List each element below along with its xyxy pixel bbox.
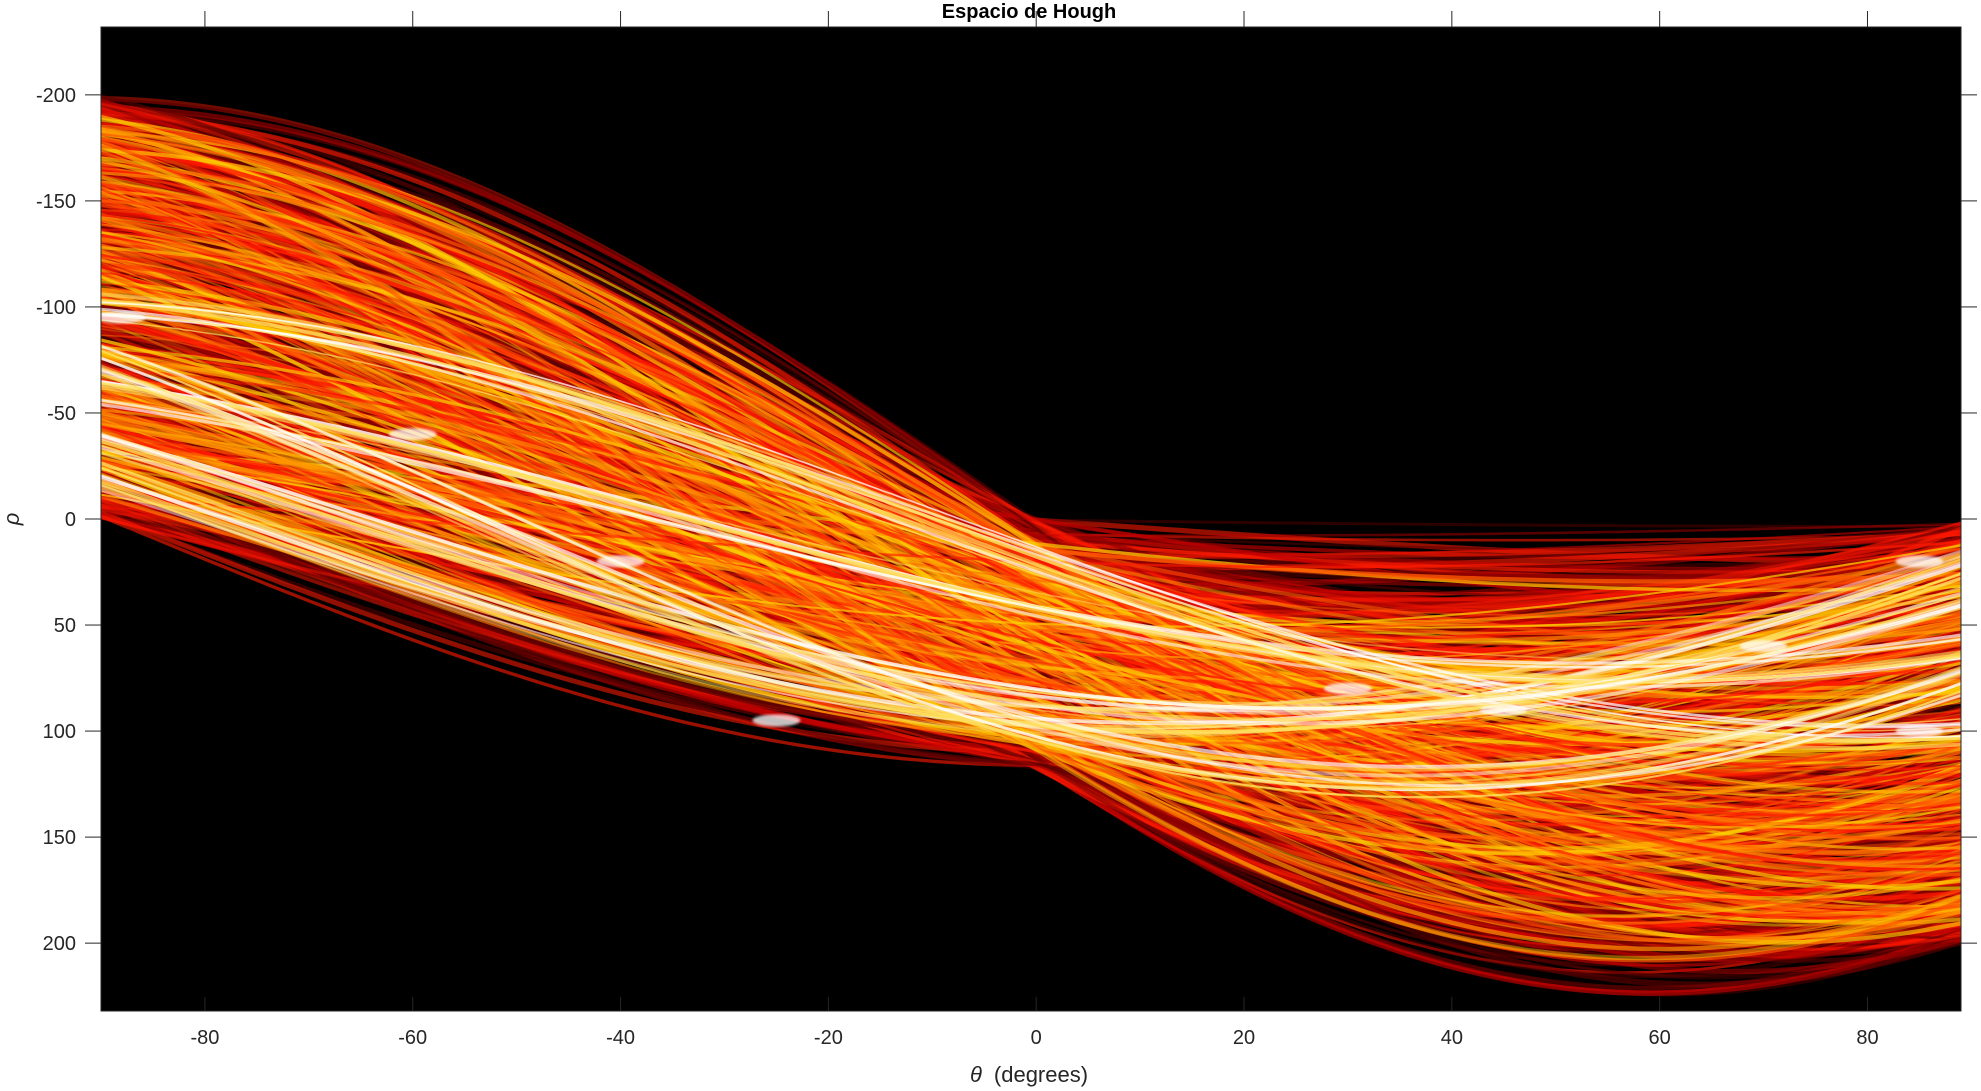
y-tick-label: 50	[54, 615, 76, 637]
hough-peak-6	[1479, 703, 1528, 716]
hough-curve-bright	[101, 493, 1961, 628]
x-tick-label: -40	[606, 1027, 635, 1049]
hough-curve	[101, 485, 1961, 663]
hough-ridge	[101, 319, 1961, 727]
hough-ridge	[101, 300, 1961, 744]
hough-curve-bright	[101, 378, 1961, 706]
hough-ridge	[101, 451, 1961, 705]
hough-ridge	[101, 431, 1961, 730]
x-axis: -80 -60 -40 -20 0 20 40 60 80	[190, 11, 1879, 1049]
hough-curve-bright	[101, 129, 1961, 927]
hough-ridge	[101, 369, 1961, 778]
y-tick-label: -200	[36, 85, 76, 107]
hough-ridge	[101, 311, 1961, 732]
y-tick-label: 0	[65, 509, 76, 531]
y-tick-label: 200	[43, 933, 76, 955]
hough-peak-3	[596, 555, 645, 568]
x-tick-label: -20	[814, 1027, 843, 1049]
hough-ridge	[101, 474, 1961, 726]
x-tick-label: 20	[1233, 1027, 1255, 1049]
hough-curve-bright	[101, 269, 1961, 850]
x-axis-unit: (degrees)	[994, 1062, 1088, 1087]
hough-curve-bright	[101, 456, 1961, 662]
hough-ridge	[101, 372, 1961, 785]
hough-peak-1	[101, 311, 146, 324]
y-tick-label: -50	[47, 403, 76, 425]
x-tick-label: -80	[190, 1027, 219, 1049]
hough-ridge	[101, 436, 1961, 715]
x-tick-label: 0	[1031, 1027, 1042, 1049]
hough-ridge	[101, 466, 1961, 734]
y-tick-label: -100	[36, 297, 76, 319]
hough-curve-bright	[101, 231, 1961, 829]
hough-accumulator-heatmap	[101, 94, 1961, 997]
hough-curve-bright	[101, 139, 1961, 963]
hough-ridge	[101, 439, 1961, 722]
hough-ridge	[101, 372, 1961, 772]
y-axis-label: ρ	[0, 513, 24, 527]
hough-peak-2	[388, 428, 437, 441]
hough-curve-bright	[101, 443, 1961, 617]
hough-curve-bright	[101, 148, 1961, 891]
hough-ridge	[101, 433, 1961, 711]
hough-curve-bright	[101, 354, 1961, 699]
hough-curve-bright	[101, 290, 1961, 798]
hough-ridge	[101, 399, 1961, 669]
hough-curve-bright	[101, 439, 1961, 745]
hough-peak-7	[1739, 640, 1788, 653]
hough-ridge	[101, 398, 1961, 661]
x-axis-symbol: θ	[970, 1062, 982, 1087]
y-axis: -200 -150 -100 -50 0 50 100 150 200	[36, 85, 1977, 955]
hough-ridge	[101, 444, 1961, 709]
hough-curve-bright	[101, 214, 1961, 832]
hough-peak-8	[1895, 555, 1944, 568]
chart-title: Espacio de Hough	[942, 1, 1116, 23]
y-tick-label: 100	[43, 721, 76, 743]
hough-ridge	[101, 300, 1961, 741]
y-tick-label: -150	[36, 191, 76, 213]
hough-curve-bright	[101, 234, 1961, 817]
hough-curve-bright	[101, 349, 1961, 713]
hough-peak-5	[1323, 682, 1372, 695]
hough-curve-bright	[101, 150, 1961, 917]
x-tick-label: 60	[1649, 1027, 1671, 1049]
hough-curve-bright	[101, 143, 1961, 961]
x-tick-label: -60	[398, 1027, 427, 1049]
hough-peak-4	[752, 714, 801, 727]
x-axis-label: θ (degrees)	[970, 1062, 1088, 1087]
x-tick-label: 80	[1856, 1027, 1878, 1049]
hough-ridge	[101, 312, 1961, 729]
hough-ridge	[101, 366, 1961, 789]
x-tick-label: 40	[1441, 1027, 1463, 1049]
hough-peak-9	[1895, 725, 1944, 738]
y-tick-label: 150	[43, 827, 76, 849]
hough-curve-bright	[101, 253, 1961, 828]
hough-ridge	[101, 301, 1961, 739]
